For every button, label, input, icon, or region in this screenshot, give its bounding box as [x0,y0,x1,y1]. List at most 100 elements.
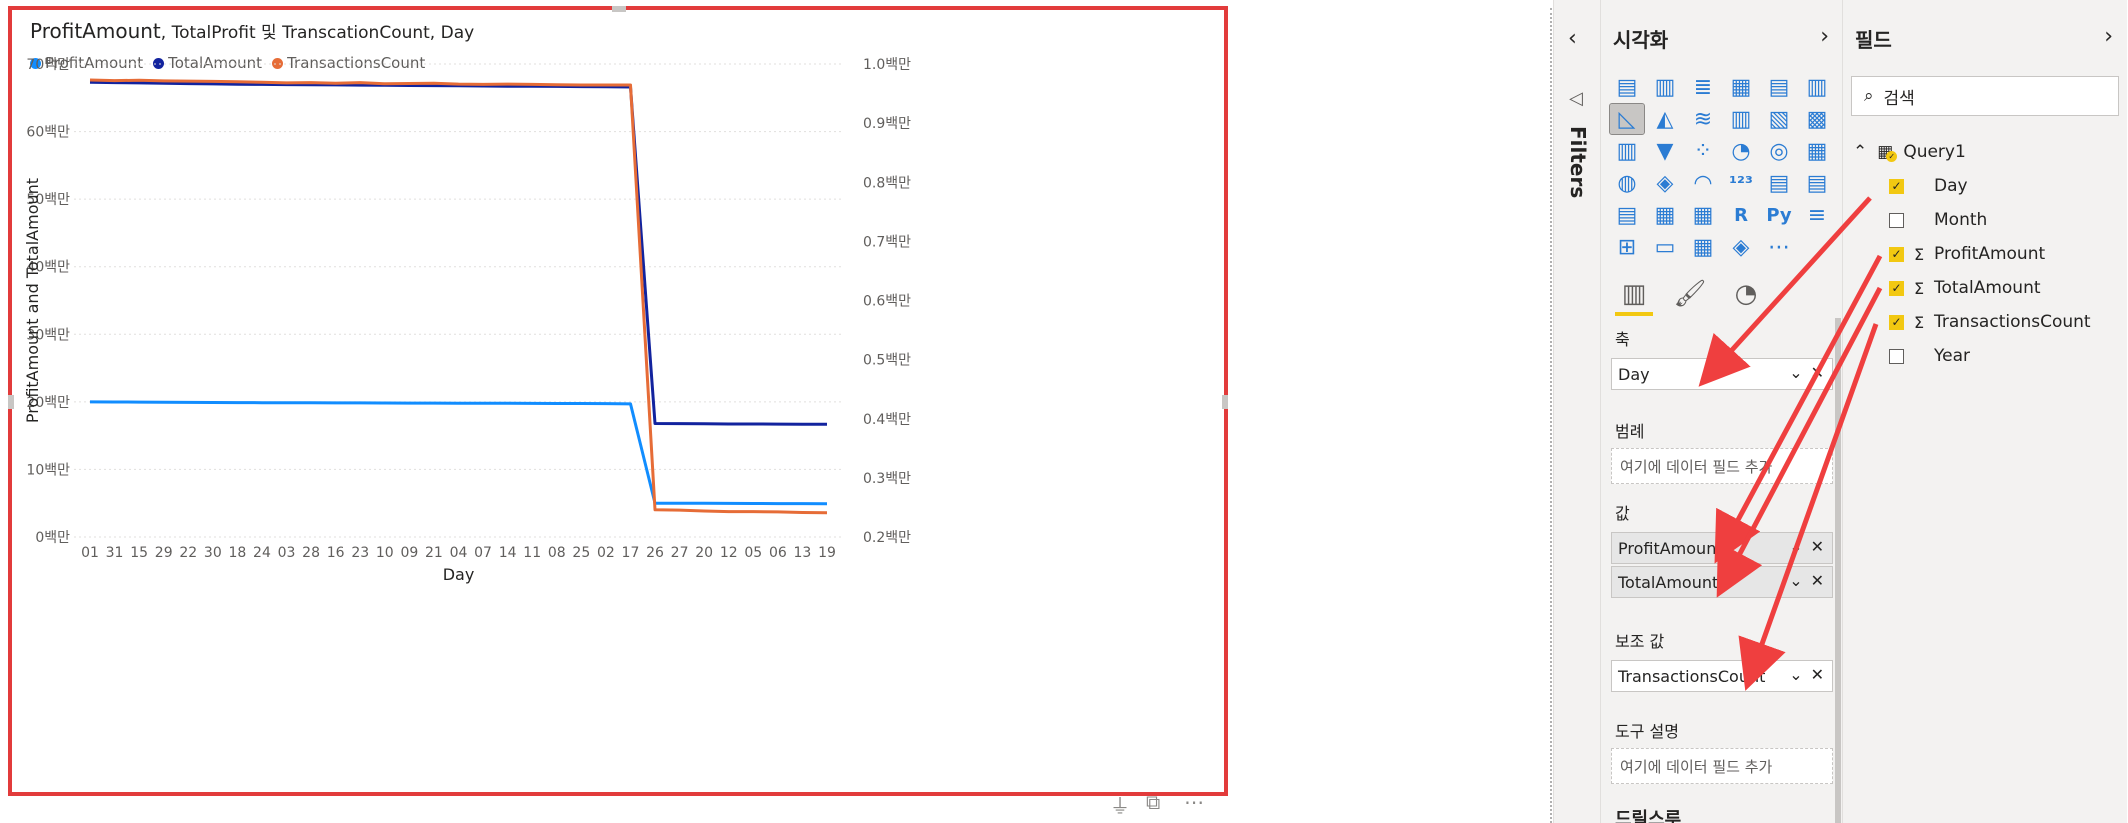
visual-type-icon[interactable]: ▧ [1768,106,1790,132]
fields-well-tab-icon[interactable]: ▥ [1615,276,1653,316]
focus-mode-icon[interactable]: ⧉ [1146,790,1161,814]
field-item-month[interactable]: Month [1889,210,1987,230]
more-options-icon[interactable]: ⋯ [1184,790,1204,814]
visual-type-icon[interactable]: ◎ [1769,138,1789,164]
field-checkbox[interactable] [1889,212,1904,228]
visual-type-icon[interactable]: ¹²³ [1729,172,1753,194]
values-well-field-profitamount[interactable]: ProfitAmount ⌄ ✕ [1611,532,1833,564]
legend-item[interactable]: TransactionsCount [272,54,425,72]
field-item-year[interactable]: Year [1889,346,1970,366]
remove-field-icon[interactable]: ✕ [1810,363,1824,382]
visual-type-icon[interactable]: ▥ [1616,138,1638,164]
resize-handle-left[interactable] [8,395,14,409]
visual-type-icon[interactable]: ▦ [1654,202,1676,228]
table-node-query1[interactable]: ⌃ ▦ ✓ Query1 [1853,142,1966,162]
filters-label[interactable]: Filters [1566,126,1590,199]
y2-tick-label: 0.6백만 [863,294,911,310]
visual-type-icon[interactable]: ◠ [1693,170,1713,196]
fields-search-box[interactable]: ⌕ 검색 [1851,76,2119,116]
legend-item[interactable]: TotalAmount [153,54,262,72]
visual-type-icon[interactable]: ◍ [1617,170,1637,196]
visual-type-icon[interactable]: R [1734,204,1748,226]
visual-type-icon[interactable]: ▼ [1656,138,1674,164]
resize-handle-right[interactable] [1222,395,1228,409]
series-line-totalamount [89,80,828,426]
filters-pane-collapsed[interactable]: ‹ ◁ Filters [1553,0,1601,823]
resize-handle-top[interactable] [612,6,626,12]
chart-legend[interactable]: ProfitAmount TotalAmount TransactionsCount [30,54,425,72]
field-item-totalamount[interactable]: ✓ Σ TotalAmount [1889,278,2041,298]
field-checkbox[interactable]: ✓ [1889,178,1904,194]
visualizations-collapse-chevron-icon[interactable]: › [1820,24,1829,49]
visual-type-icon[interactable]: ▦ [1806,138,1828,164]
field-checkbox[interactable]: ✓ [1889,246,1904,262]
visual-type-icon[interactable]: Py [1766,204,1792,226]
visual-type-icon[interactable]: ◈ [1656,170,1674,196]
fields-collapse-chevron-icon[interactable]: › [2104,24,2113,49]
x-tick-label: 23 [351,545,369,561]
filters-collapse-chevron-icon[interactable]: ‹ [1568,26,1577,51]
visual-type-icon[interactable]: ≡ [1807,202,1827,228]
visual-type-icon[interactable]: ▩ [1806,106,1828,132]
line-chart-visual[interactable]: ProfitAmount, TotalProfit 및 TranscationC… [8,6,1228,796]
x-tick-label: 28 [302,545,320,561]
visual-type-icon[interactable]: ⋯ [1768,234,1790,260]
visual-type-icon[interactable]: ▤ [1768,170,1790,196]
field-item-profitamount[interactable]: ✓ Σ ProfitAmount [1889,244,2045,264]
visual-type-icon[interactable]: ▤ [1616,74,1638,100]
field-item-transactionscount[interactable]: ✓ Σ TransactionsCount [1889,312,2091,332]
x-tick-label: 15 [130,545,148,561]
field-name: Day [1934,176,1968,196]
values-well-field-totalamount[interactable]: TotalAmount ⌄ ✕ [1611,566,1833,598]
visual-type-icon[interactable]: ▦ [1730,74,1752,100]
visual-type-icon[interactable]: ▭ [1654,234,1676,260]
remove-field-icon[interactable]: ✕ [1810,537,1824,556]
remove-field-icon[interactable]: ✕ [1810,665,1824,684]
line-chart[interactable]: 0백만 10백만 20백만 30백만 40백만 50백만 60백만 70백만 0.2백만 0.3백… [12,10,1224,792]
chevron-down-icon[interactable]: ⌄ [1789,363,1803,382]
visual-type-icon[interactable]: ◺ [1609,103,1645,135]
visual-type-icon[interactable]: ▥ [1806,74,1828,100]
x-tick-label: 22 [179,545,197,561]
x-tick-label: 14 [499,545,517,561]
legend-dot-icon [153,57,165,69]
field-checkbox[interactable]: ✓ [1889,280,1904,296]
visual-type-icon[interactable]: ⊞ [1617,234,1637,260]
visual-type-icon[interactable]: ◔ [1731,138,1751,164]
visual-type-icon[interactable]: ≋ [1693,106,1713,132]
filter-icon[interactable]: ⏚ [1110,794,1130,818]
remove-field-icon[interactable]: ✕ [1810,571,1824,590]
visual-type-icon[interactable]: ▥ [1730,106,1752,132]
format-paint-roller-icon[interactable]: 🖌 [1673,279,1707,309]
secondary-values-well-field[interactable]: TransactionsCount ⌄ ✕ [1611,660,1833,692]
collapse-caret-icon[interactable]: ⌃ [1853,142,1868,162]
visual-type-icon[interactable]: ▤ [1806,170,1828,196]
tooltip-well-dropzone[interactable]: 여기에 데이터 필드 추가 [1611,748,1833,784]
field-checkbox[interactable] [1889,348,1904,364]
axis-well-field[interactable]: Day ⌄ ✕ [1611,358,1833,390]
field-checkbox[interactable]: ✓ [1889,314,1904,330]
report-canvas[interactable]: ProfitAmount, TotalProfit 및 TranscationC… [0,0,1553,823]
visual-type-icon[interactable]: ▤ [1768,74,1790,100]
visual-type-icon[interactable]: ▦ [1692,202,1714,228]
legend-well-dropzone[interactable]: 여기에 데이터 필드 추가 [1611,448,1833,484]
legend-label: ProfitAmount [45,54,144,72]
field-item-day[interactable]: ✓ Day [1889,176,1968,196]
visual-type-icon[interactable]: ▥ [1654,74,1676,100]
chevron-down-icon[interactable]: ⌄ [1789,665,1803,684]
visual-type-icon[interactable]: ◈ [1732,234,1750,260]
viz-pane-scrollbar[interactable] [1835,318,1841,823]
x-tick-label: 26 [646,545,664,561]
y2-tick-label: 0.8백만 [863,175,911,191]
chevron-down-icon[interactable]: ⌄ [1789,571,1803,590]
x-tick-label: 05 [744,545,762,561]
tooltip-well-label: 도구 설명 [1615,722,1679,741]
visual-type-icon[interactable]: ⁘ [1693,138,1713,164]
visual-type-icon[interactable]: ≣ [1693,74,1713,100]
analytics-magnifier-icon[interactable]: ◔ [1734,279,1758,309]
visual-type-icon[interactable]: ▤ [1616,202,1638,228]
legend-item[interactable]: ProfitAmount [30,54,143,72]
visual-type-icon[interactable]: ▦ [1692,234,1714,260]
visual-type-icon[interactable]: ◭ [1656,106,1674,132]
chevron-down-icon[interactable]: ⌄ [1789,537,1803,556]
